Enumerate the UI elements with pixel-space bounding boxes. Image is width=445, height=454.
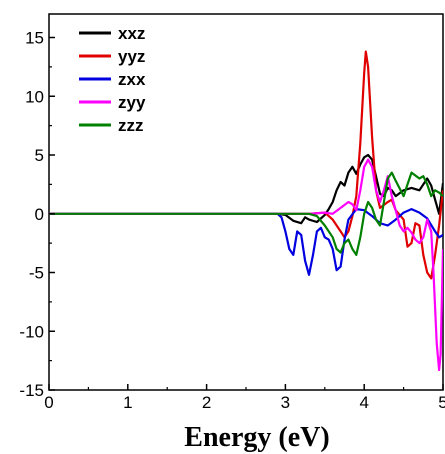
y-tick-label: 15 — [25, 29, 44, 48]
legend-label-xxz: xxz — [118, 24, 145, 43]
legend-label-zzz: zzz — [118, 116, 144, 135]
series-line-zzz — [49, 171, 443, 256]
x-tick-label: 3 — [281, 393, 290, 412]
y-tick-label: 5 — [35, 146, 44, 165]
x-axis-title: Energy (eV) — [184, 422, 329, 453]
series-layer — [49, 50, 443, 372]
legend-label-yyz: yyz — [118, 47, 145, 66]
axis-layer: 0 1 2 3 4 5 -15 -10 -5 0 5 10 15 — [19, 29, 445, 413]
x-tick-label: 5 — [438, 393, 445, 412]
series-line-zyy — [49, 158, 443, 372]
x-tick-label: 0 — [44, 393, 53, 412]
series-line-yyz — [49, 50, 443, 280]
y-tick-label: 10 — [25, 87, 44, 106]
x-tick-label: 4 — [359, 393, 368, 412]
y-tick-label: -5 — [29, 264, 44, 283]
legend: xxz yyz zxx zyy zzz — [79, 24, 146, 135]
y-tick-label: -15 — [19, 381, 44, 400]
x-tick-label: 1 — [123, 393, 132, 412]
legend-label-zyy: zyy — [118, 93, 146, 112]
series-line-xxz — [49, 153, 443, 225]
y-tick-label: -10 — [19, 322, 44, 341]
legend-label-zxx: zxx — [118, 70, 146, 89]
y-tick-label: 0 — [35, 205, 44, 224]
x-tick-label: 2 — [202, 393, 211, 412]
series-line-zxx — [49, 208, 443, 276]
